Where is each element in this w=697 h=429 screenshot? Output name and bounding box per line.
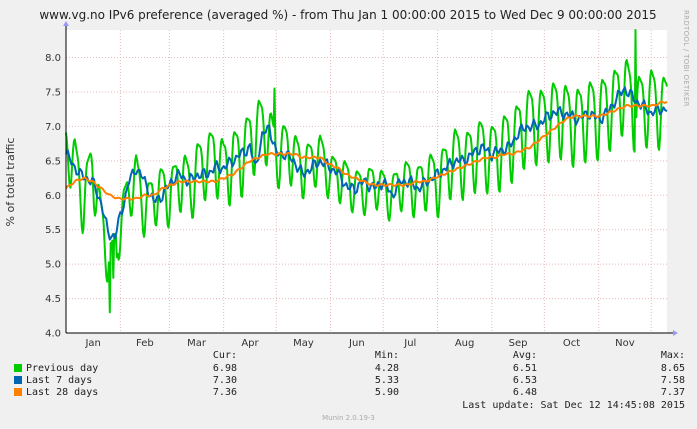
- legend-cur: 7.36: [212, 387, 237, 398]
- legend-max: 8.65: [660, 363, 685, 374]
- legend-row-last-28-days: Last 28 days 7.36 5.90 6.48 7.37: [0, 387, 697, 399]
- legend-series-name: Last 7 days: [26, 375, 93, 386]
- series-line-previous-day: [65, 29, 668, 314]
- x-tick-label: Jan: [84, 338, 100, 349]
- y-tick-label: 5.0: [45, 260, 61, 271]
- y-tick-label: 6.0: [45, 191, 61, 202]
- legend-header-min: Min:: [374, 350, 399, 361]
- x-tick-label: Oct: [563, 338, 580, 349]
- x-axis-arrow: [673, 330, 678, 336]
- chart-title: www.vg.no IPv6 preference (averaged %) -…: [39, 8, 656, 22]
- y-tick-label: 4.0: [45, 329, 61, 340]
- chart: www.vg.no IPv6 preference (averaged %) -…: [4, 8, 690, 349]
- last-update: Last update: Sat Dec 12 14:45:08 2015: [462, 400, 685, 411]
- x-tick-label: Apr: [241, 338, 259, 349]
- munin-version: Munin 2.0.19-3: [322, 414, 375, 422]
- legend-max: 7.58: [660, 375, 685, 386]
- legend-cur: 6.98: [212, 363, 237, 374]
- x-tick-label: Sep: [509, 338, 528, 349]
- y-tick-label: 5.5: [45, 225, 61, 236]
- x-tick-label: Mar: [187, 338, 207, 349]
- legend-swatch: [14, 376, 22, 384]
- legend-header-cur: Cur:: [212, 350, 237, 361]
- legend-min: 4.28: [374, 363, 399, 374]
- x-tick-label: Aug: [455, 338, 475, 349]
- y-tick-label: 4.5: [45, 294, 61, 305]
- legend-max: 7.37: [660, 387, 685, 398]
- legend-swatch: [14, 364, 22, 372]
- legend-row-previous-day: Previous day 6.98 4.28 6.51 8.65: [0, 363, 697, 375]
- y-tick-label: 7.5: [45, 87, 61, 98]
- legend-row-last-7-days: Last 7 days 7.30 5.33 6.53 7.58: [0, 375, 697, 387]
- series-line-last-28-days: [65, 100, 668, 201]
- x-tick-label: Jun: [348, 338, 365, 349]
- legend-avg: 6.53: [512, 375, 537, 386]
- x-tick-label: Feb: [136, 338, 154, 349]
- legend-series-name: Last 28 days: [26, 387, 99, 398]
- y-tick-label: 7.0: [45, 122, 61, 133]
- y-axis-ticks: 4.0 4.5 5.0 5.5 6.0 6.5 7.0 7.5 8.0: [45, 53, 61, 339]
- legend-min: 5.90: [374, 387, 399, 398]
- legend-header-avg: Avg:: [512, 350, 537, 361]
- legend-series-name: Previous day: [26, 363, 99, 374]
- x-tick-label: Jul: [403, 338, 416, 349]
- legend-avg: 6.51: [512, 363, 537, 374]
- series-group: [65, 29, 668, 314]
- x-axis-ticks: Jan Feb Mar Apr May Jun Jul Aug Sep Oct Nov: [84, 338, 634, 349]
- axes: [63, 21, 678, 336]
- legend-swatch: [14, 388, 22, 396]
- y-axis-arrow: [63, 21, 69, 26]
- x-tick-label: May: [293, 338, 314, 349]
- legend-cur: 7.30: [212, 375, 237, 386]
- y-tick-label: 8.0: [45, 53, 61, 64]
- legend-header-max: Max:: [660, 350, 685, 361]
- y-tick-label: 6.5: [45, 156, 61, 167]
- rrdtool-credit: RRDTOOL / TOBI OETIKER: [682, 10, 690, 107]
- x-tick-label: Nov: [615, 338, 635, 349]
- legend-avg: 6.48: [512, 387, 537, 398]
- legend-header: Cur: Min: Avg: Max:: [0, 350, 697, 362]
- y-axis-title: % of total traffic: [4, 138, 17, 227]
- legend-min: 5.33: [374, 375, 399, 386]
